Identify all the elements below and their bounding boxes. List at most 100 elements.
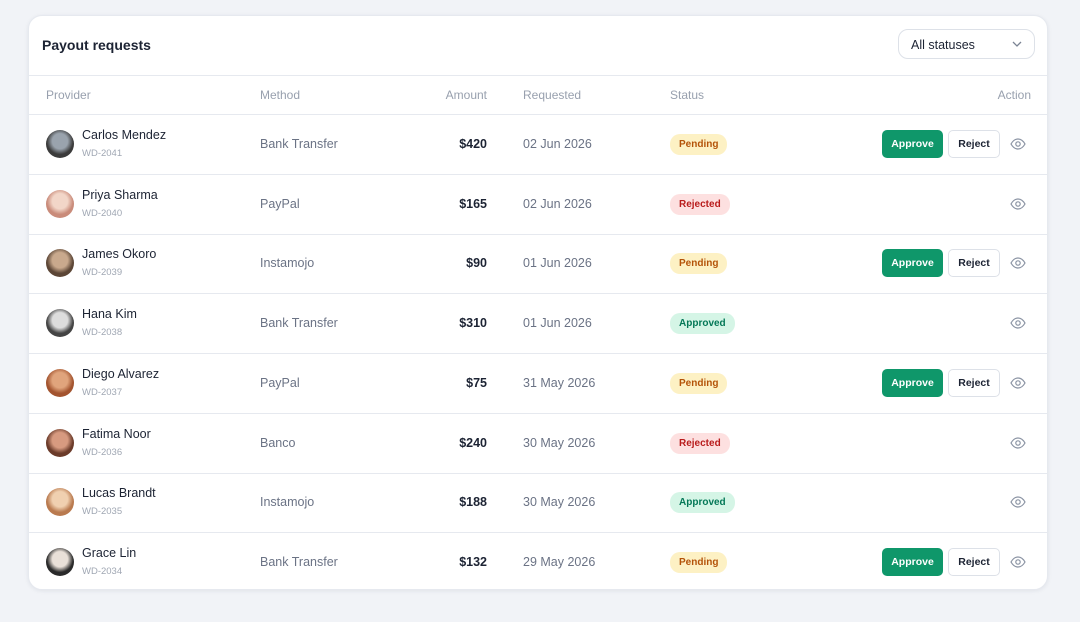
- approve-button[interactable]: Approve: [882, 129, 943, 158]
- request-id: WD-2035: [82, 506, 123, 518]
- view-button[interactable]: [1010, 137, 1026, 151]
- row-divider: [29, 472, 1047, 474]
- approve-button[interactable]: Approve: [882, 249, 943, 278]
- request-id: WD-2041: [82, 147, 123, 159]
- column-header: Requested: [523, 88, 582, 102]
- avatar: [46, 309, 74, 338]
- method: Instamojo: [260, 495, 315, 510]
- provider-name: Hana Kim: [82, 307, 137, 322]
- amount: $420: [459, 136, 487, 151]
- status-badge: Pending: [670, 552, 728, 574]
- amount: $240: [459, 435, 487, 450]
- avatar: [46, 368, 74, 397]
- requested-date: 02 Jun 2026: [523, 196, 592, 211]
- row-divider: [29, 412, 1047, 414]
- avatar: [46, 548, 74, 577]
- requested-date: 30 May 2026: [523, 435, 596, 450]
- provider-name: Diego Alvarez: [82, 366, 160, 381]
- provider-name: Fatima Noor: [82, 426, 151, 441]
- request-id: WD-2034: [82, 566, 123, 578]
- row-divider: [29, 233, 1047, 235]
- view-button[interactable]: [1010, 376, 1026, 390]
- status-badge: Rejected: [670, 193, 730, 215]
- requested-date: 02 Jun 2026: [523, 136, 592, 151]
- amount: $132: [459, 555, 487, 570]
- row-divider: [29, 353, 1047, 354]
- column-header: Amount: [445, 88, 487, 102]
- reject-button[interactable]: Reject: [948, 129, 1000, 158]
- requested-date: 31 May 2026: [523, 375, 596, 390]
- status-badge: Approved: [670, 313, 735, 335]
- filter-label: All statuses: [911, 38, 975, 52]
- row-divider: [29, 532, 1047, 534]
- provider-name: Grace Lin: [82, 546, 137, 561]
- payout-card: Payout requests All statuses Provider Met…: [28, 15, 1048, 590]
- method: PayPal: [260, 375, 300, 390]
- view-button[interactable]: [1010, 495, 1026, 509]
- view-button[interactable]: [1010, 197, 1026, 211]
- reject-button[interactable]: Reject: [948, 249, 1000, 278]
- column-header: Status: [670, 88, 705, 102]
- avatar: [46, 129, 74, 158]
- column-header: Action: [997, 88, 1031, 102]
- chevron: [1012, 41, 1022, 47]
- requested-date: 01 Jun 2026: [523, 256, 592, 271]
- amount: $165: [459, 196, 487, 211]
- request-id: WD-2036: [82, 446, 123, 458]
- view-button[interactable]: [1010, 436, 1026, 450]
- avatar: [46, 428, 74, 457]
- amount: $75: [466, 375, 487, 390]
- method: Instamojo: [260, 256, 315, 271]
- card-title: Payout requests: [42, 37, 151, 53]
- amount: $188: [459, 495, 487, 510]
- method: Bank Transfer: [260, 136, 338, 151]
- method: Banco: [260, 435, 296, 450]
- avatar: [46, 189, 74, 218]
- provider-name: Carlos Mendez: [82, 127, 167, 142]
- eye-icon: [1010, 198, 1026, 210]
- divider: [29, 114, 1047, 115]
- provider-name: James Okoro: [82, 247, 157, 262]
- amount: $310: [459, 316, 487, 331]
- request-id: WD-2037: [82, 386, 123, 398]
- eye-icon: [1010, 437, 1026, 449]
- row-divider: [29, 293, 1047, 295]
- column-header: Provider: [46, 88, 91, 102]
- status-badge: Pending: [670, 253, 728, 275]
- eye-icon: [1010, 496, 1026, 508]
- eye-icon: [1010, 377, 1026, 389]
- status-badge: Rejected: [670, 432, 730, 454]
- approve-button[interactable]: Approve: [882, 548, 943, 577]
- reject-button[interactable]: Reject: [948, 548, 1000, 577]
- view-button[interactable]: [1010, 316, 1026, 330]
- requested-date: 01 Jun 2026: [523, 316, 592, 331]
- request-id: WD-2039: [82, 267, 123, 279]
- requested-date: 30 May 2026: [523, 495, 596, 510]
- status-badge: Pending: [670, 372, 728, 394]
- request-id: WD-2040: [82, 207, 123, 219]
- provider-name: Priya Sharma: [82, 187, 158, 202]
- reject-button[interactable]: Reject: [948, 368, 1000, 397]
- view-button[interactable]: [1010, 256, 1026, 270]
- eye-icon: [1010, 317, 1026, 329]
- avatar: [46, 488, 74, 517]
- divider: [29, 75, 1047, 76]
- eye-icon: [1010, 556, 1026, 568]
- method: PayPal: [260, 196, 300, 211]
- status-filter[interactable]: All statuses: [898, 29, 1035, 59]
- amount: $90: [466, 256, 487, 271]
- request-id: WD-2038: [82, 327, 123, 339]
- method: Bank Transfer: [260, 555, 338, 570]
- method: Bank Transfer: [260, 316, 338, 331]
- provider-name: Lucas Brandt: [82, 486, 156, 501]
- row-divider: [29, 173, 1047, 175]
- status-badge: Pending: [670, 133, 728, 155]
- view-button[interactable]: [1010, 555, 1026, 569]
- status-badge: Approved: [670, 492, 735, 514]
- eye-icon: [1010, 257, 1026, 269]
- approve-button[interactable]: Approve: [882, 368, 943, 397]
- requested-date: 29 May 2026: [523, 555, 596, 570]
- column-header: Method: [260, 88, 301, 102]
- avatar: [46, 249, 74, 278]
